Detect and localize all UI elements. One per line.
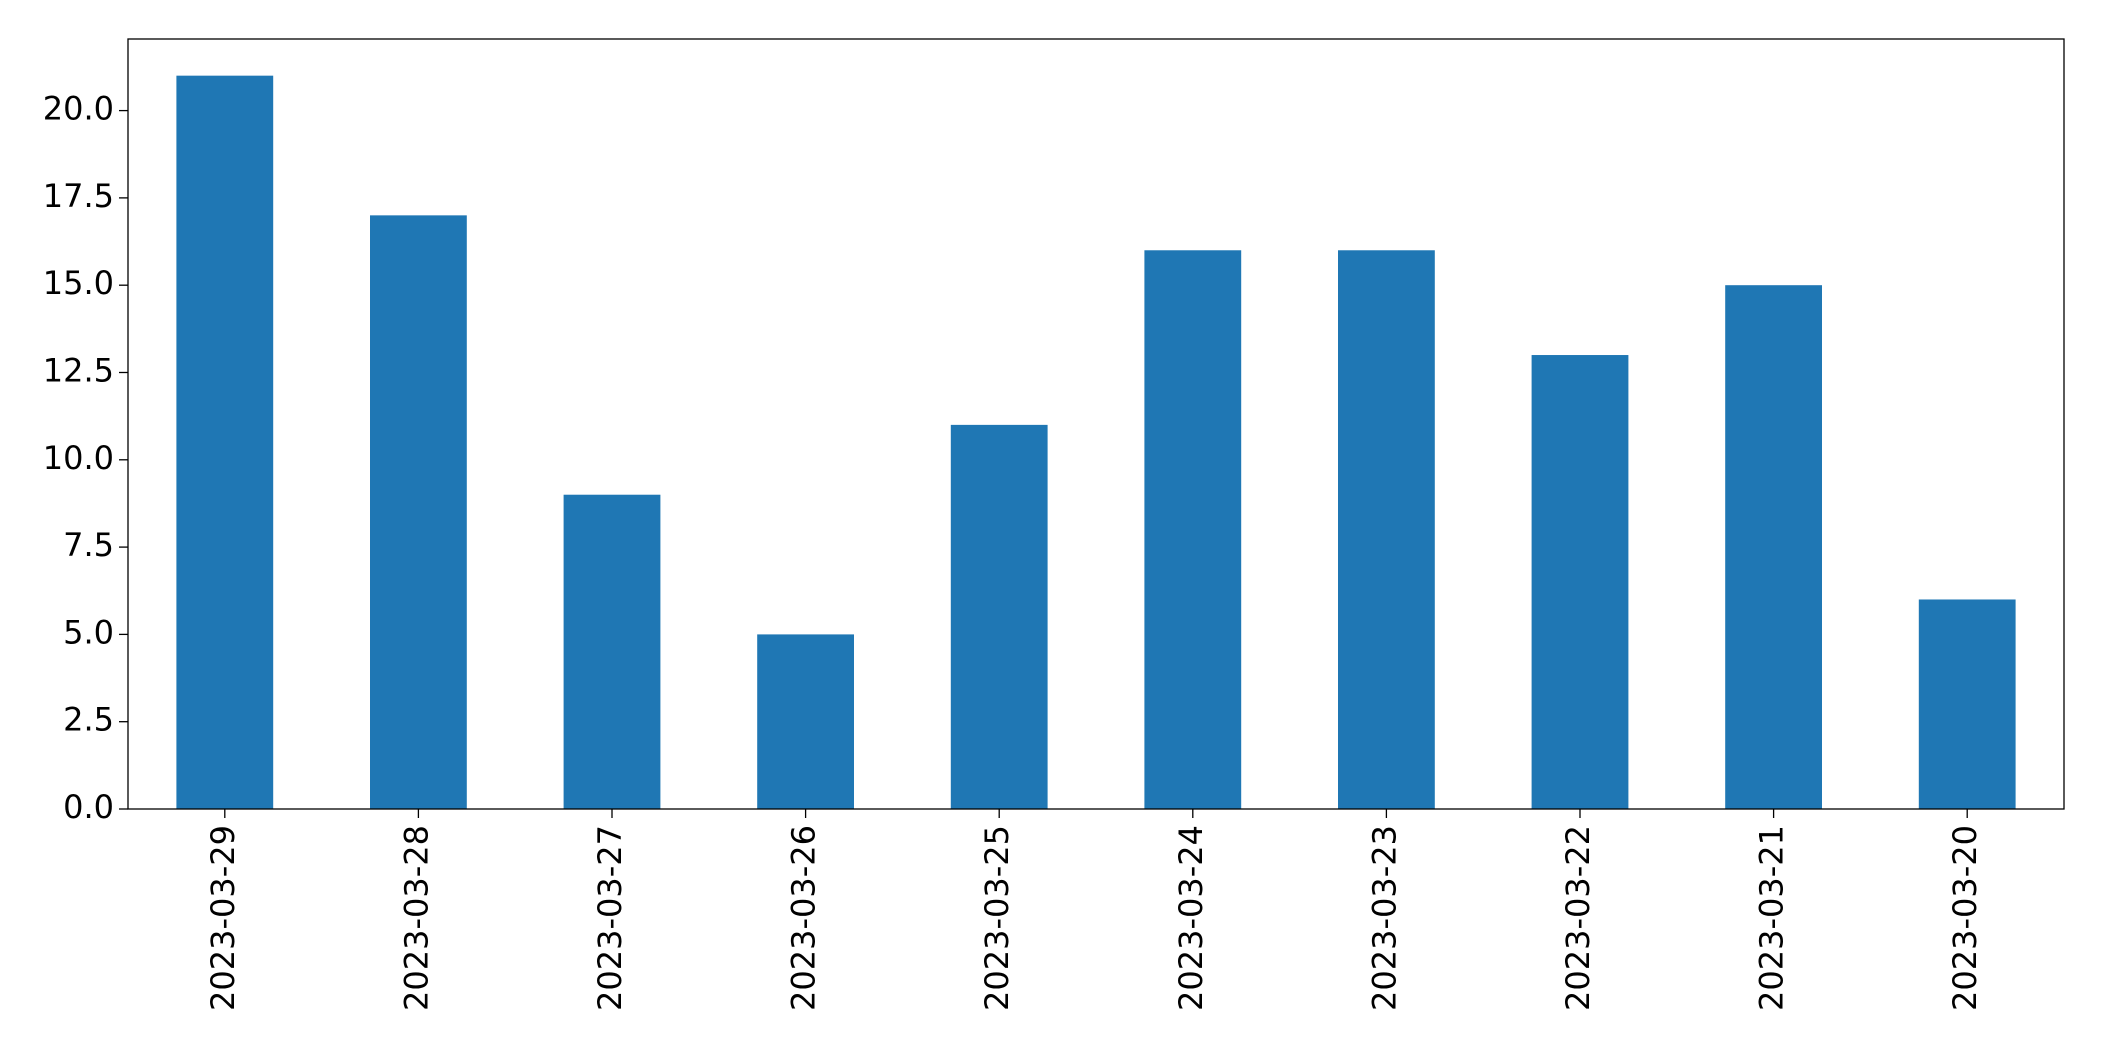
bar	[1144, 250, 1242, 809]
x-tick-label: 2023-03-20	[1946, 825, 1984, 1011]
y-tick-label: 17.5	[43, 177, 114, 215]
y-tick-label: 12.5	[43, 351, 114, 389]
y-tick-label: 5.0	[63, 613, 114, 651]
x-tick-label: 2023-03-29	[204, 825, 242, 1011]
bar	[563, 494, 661, 809]
x-tick-label: 2023-03-27	[591, 825, 629, 1011]
y-tick-label: 2.5	[63, 701, 114, 739]
y-tick-label: 10.0	[43, 439, 114, 477]
x-tick-label: 2023-03-22	[1559, 825, 1597, 1011]
x-tick-label: 2023-03-26	[785, 825, 823, 1011]
x-tick-label: 2023-03-25	[978, 825, 1016, 1011]
plot-frame	[127, 38, 2065, 810]
x-tick-label: 2023-03-24	[1172, 825, 1210, 1011]
x-tick-label: 2023-03-21	[1753, 825, 1791, 1011]
bar	[1725, 285, 1822, 809]
bar	[1338, 250, 1435, 809]
y-tick-label: 20.0	[43, 90, 114, 128]
bar	[1531, 355, 1629, 809]
bar	[370, 215, 467, 809]
bar	[1918, 599, 2016, 809]
bar	[950, 424, 1048, 809]
y-tick-label: 7.5	[63, 526, 114, 564]
x-tick-label: 2023-03-28	[397, 825, 435, 1011]
bar	[176, 75, 274, 809]
x-tick-label: 2023-03-23	[1365, 825, 1403, 1011]
y-tick-label: 0.0	[63, 788, 114, 826]
bar	[757, 634, 854, 809]
y-tick-label: 15.0	[43, 264, 114, 302]
